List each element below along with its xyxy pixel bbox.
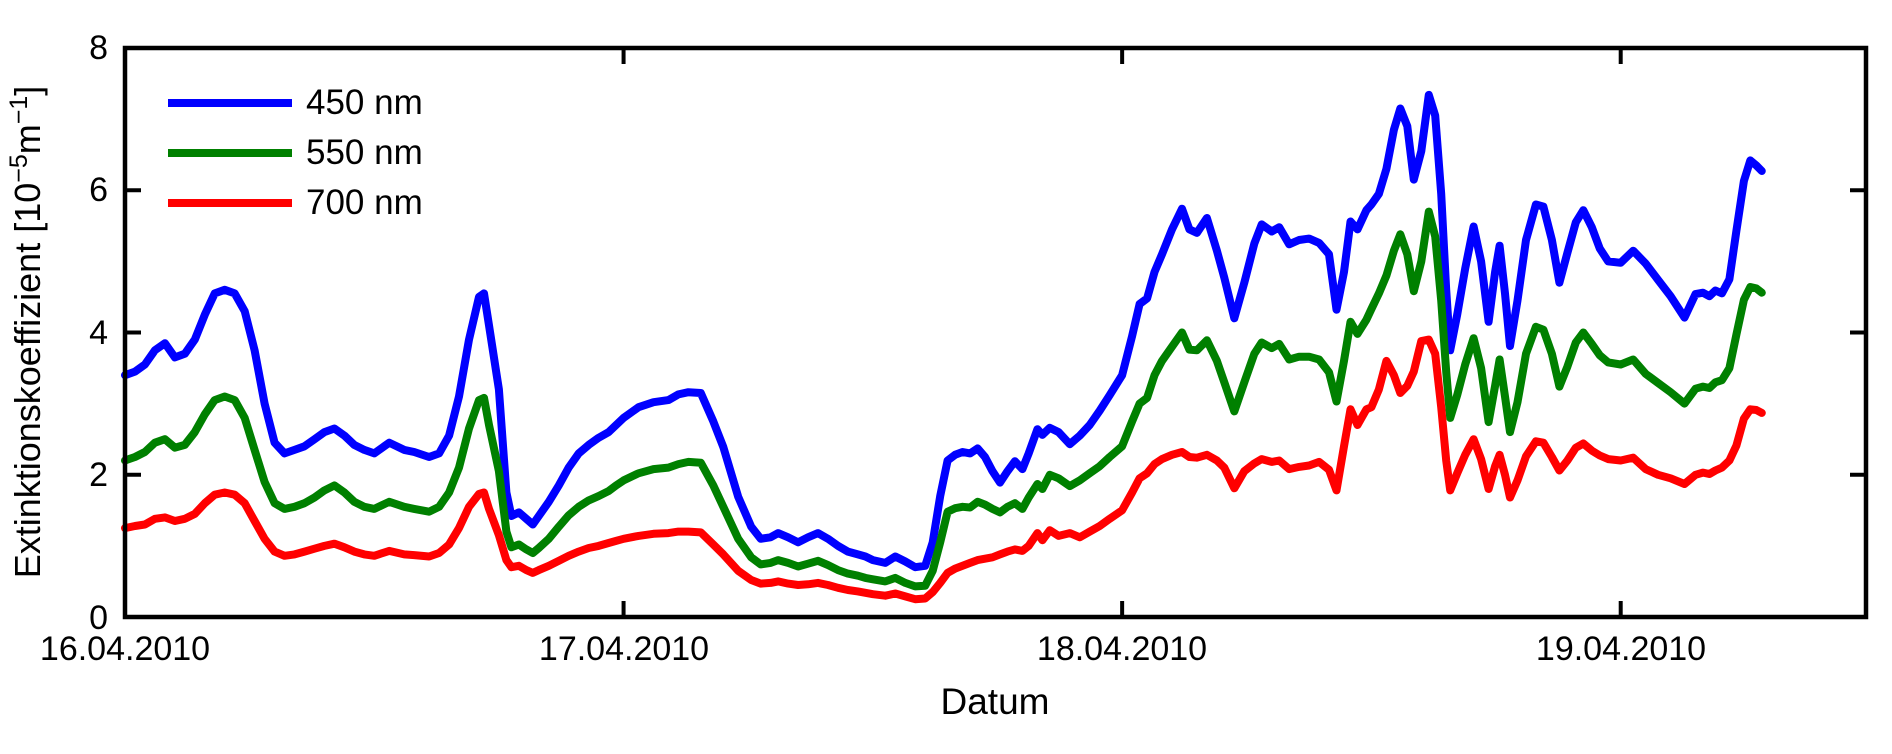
curve-450-nm (121, 90, 1766, 572)
legend-item-550nm: 550 nm (168, 131, 423, 175)
legend-line-450nm (168, 99, 292, 107)
ylabel-superscript-minus5: −5 (5, 154, 33, 183)
x-tick-label-19-04-2010: 19.04.2010 (1535, 630, 1707, 668)
legend-line-550nm (168, 149, 292, 157)
curve-550-nm (121, 207, 1766, 591)
y-tick-label-8: 8 (89, 29, 108, 67)
legend-item-450nm: 450 nm (168, 81, 423, 125)
ylabel-suffix: ] (7, 85, 48, 96)
y-tick-label-4: 4 (89, 314, 108, 352)
x-tick-label-16-04-2010: 16.04.2010 (39, 630, 211, 668)
ylabel-prefix: Extinktionskoeffizient [10 (7, 182, 48, 579)
data-curves (121, 90, 1766, 604)
legend-label-550nm: 550 nm (306, 133, 423, 172)
y-tick-label-0: 0 (89, 599, 108, 637)
legend-label-700nm: 700 nm (306, 183, 423, 222)
axes-border-box (122, 45, 1869, 620)
y-tick-label-6: 6 (89, 171, 108, 209)
ylabel-superscript-minus1: −1 (5, 95, 33, 125)
ylabel-unit-m: m (7, 124, 48, 155)
legend-line-700nm (168, 199, 292, 207)
y-axis-label: Extinktionskoeffizient [10−5m−1] (5, 85, 52, 579)
y-tick-label-2: 2 (89, 456, 108, 494)
x-tick-label-17-04-2010: 17.04.2010 (538, 630, 710, 668)
curve-700-nm (121, 335, 1766, 604)
x-tick-label-18-04-2010: 18.04.2010 (1036, 630, 1208, 668)
legend-label-450nm: 450 nm (306, 83, 423, 122)
x-axis-label: Datum (940, 681, 1050, 722)
legend-item-700nm: 700 nm (168, 181, 423, 225)
